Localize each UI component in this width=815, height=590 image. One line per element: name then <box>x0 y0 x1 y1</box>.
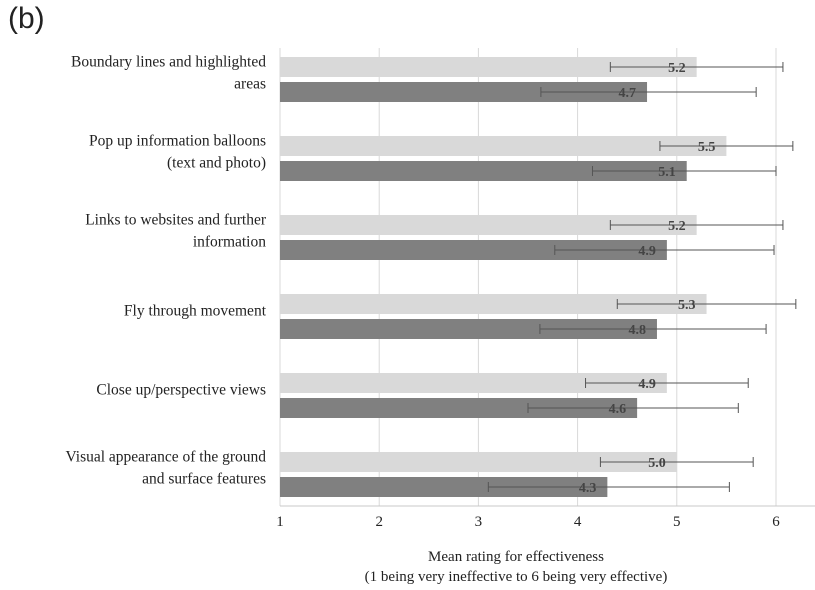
bar <box>280 477 608 497</box>
category-label: Fly through movement <box>124 303 267 320</box>
data-label: 4.6 <box>609 402 627 417</box>
data-label: 5.0 <box>648 456 666 471</box>
category-label: and surface features <box>142 471 266 488</box>
bar <box>280 398 638 418</box>
data-label: 5.5 <box>698 140 716 155</box>
x-tick-label: 3 <box>475 514 483 530</box>
x-tick-label: 1 <box>276 514 284 530</box>
x-tick-label: 5 <box>673 514 681 530</box>
data-label: 4.3 <box>579 481 597 496</box>
bar <box>280 215 697 235</box>
category-label: information <box>193 234 266 251</box>
data-label: 5.3 <box>678 298 696 313</box>
data-label: 5.2 <box>668 219 686 234</box>
x-axis-title: (1 being very ineffective to 6 being ver… <box>365 569 668 585</box>
bar <box>280 294 707 314</box>
category-label: areas <box>234 76 266 93</box>
bar <box>280 240 667 260</box>
data-label: 5.1 <box>658 165 676 180</box>
bar <box>280 82 648 102</box>
x-axis-title: Mean rating for effectiveness <box>428 549 604 565</box>
data-label: 5.2 <box>668 61 686 76</box>
category-label: Close up/perspective views <box>96 382 266 399</box>
bar <box>280 57 697 77</box>
bar <box>280 373 667 393</box>
bar <box>280 319 657 339</box>
x-tick-label: 4 <box>574 514 582 530</box>
x-tick-label: 2 <box>375 514 383 530</box>
category-label: Visual appearance of the ground <box>66 449 267 466</box>
x-tick-label: 6 <box>772 514 780 530</box>
category-label: Boundary lines and highlighted <box>71 54 266 71</box>
bar <box>280 161 687 181</box>
category-label: Links to websites and further <box>85 212 267 229</box>
bar <box>280 136 727 156</box>
panel-label: (b) <box>8 2 45 35</box>
category-label: (text and photo) <box>167 155 266 172</box>
category-label: Pop up information balloons <box>89 133 266 150</box>
data-label: 4.8 <box>628 323 646 338</box>
bar <box>280 452 677 472</box>
data-label: 4.9 <box>638 244 656 259</box>
data-label: 4.7 <box>619 86 637 101</box>
data-label: 4.9 <box>638 377 656 392</box>
